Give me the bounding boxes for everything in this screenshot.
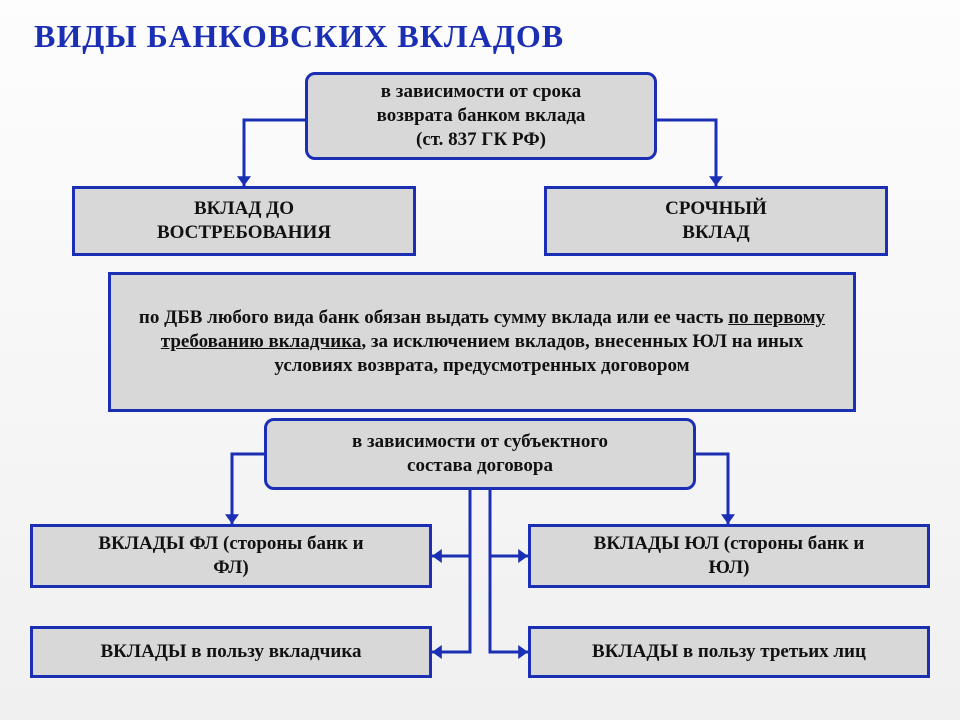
note-text: по ДБВ любого вида банк обязан выдать су…	[135, 306, 829, 377]
text-line: в зависимости от субъектногосостава дого…	[352, 430, 608, 478]
node-demand-deposit: ВКЛАД ДОВОСТРЕБОВАНИЯ	[72, 186, 416, 256]
node-root-term: в зависимости от срокавозврата банком вк…	[305, 72, 657, 160]
node-deposits-third-party: ВКЛАДЫ в пользу третьих лиц	[528, 626, 930, 678]
node-deposits-legal-entity: ВКЛАДЫ ЮЛ (стороны банк иЮЛ)	[528, 524, 930, 588]
diagram-stage: ВИДЫ БАНКОВСКИХ ВКЛАДОВ в зависимости от…	[0, 0, 960, 720]
node-legal-note: по ДБВ любого вида банк обязан выдать су…	[108, 272, 856, 412]
node-root-parties: в зависимости от субъектногосостава дого…	[264, 418, 696, 490]
node-deposits-self: ВКЛАДЫ в пользу вкладчика	[30, 626, 432, 678]
diagram-title: ВИДЫ БАНКОВСКИХ ВКЛАДОВ	[34, 18, 564, 55]
node-term-deposit: СРОЧНЫЙВКЛАД	[544, 186, 888, 256]
text-line: ВКЛАДЫ ЮЛ (стороны банк иЮЛ)	[594, 532, 865, 580]
text-line: ВКЛАД ДОВОСТРЕБОВАНИЯ	[157, 197, 331, 245]
text-line: ВКЛАДЫ в пользу третьих лиц	[592, 640, 866, 664]
text-line: ВКЛАДЫ ФЛ (стороны банк иФЛ)	[98, 532, 363, 580]
text-line: в зависимости от срокавозврата банком вк…	[377, 80, 586, 151]
text-line: СРОЧНЫЙВКЛАД	[665, 197, 767, 245]
node-deposits-individual: ВКЛАДЫ ФЛ (стороны банк иФЛ)	[30, 524, 432, 588]
text-line: ВКЛАДЫ в пользу вкладчика	[100, 640, 361, 664]
